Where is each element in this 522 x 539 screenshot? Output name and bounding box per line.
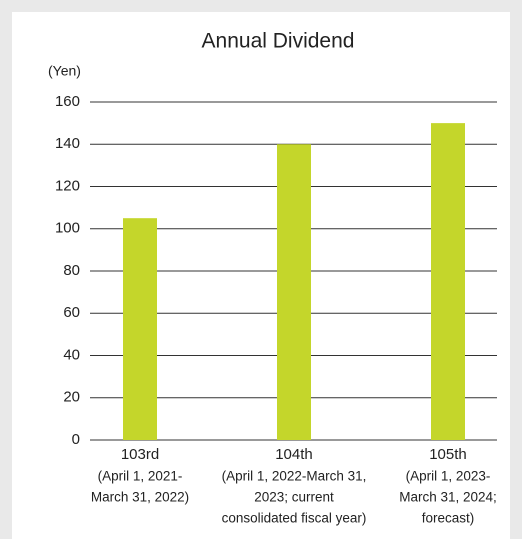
chart-title: Annual Dividend [202, 30, 355, 53]
y-tick-label: 140 [55, 135, 80, 152]
x-tick-detail: 2023; current [254, 490, 334, 505]
panel [12, 12, 510, 539]
x-tick-detail: consolidated fiscal year) [222, 511, 367, 526]
bar [431, 123, 465, 440]
x-tick-detail: forecast) [422, 511, 475, 526]
x-tick-label: 104th [275, 446, 313, 463]
y-tick-label: 160 [55, 93, 80, 110]
y-tick-label: 20 [63, 389, 80, 406]
y-tick-label: 120 [55, 177, 80, 194]
y-tick-label: 0 [72, 431, 80, 448]
bar [277, 144, 311, 440]
y-axis-label: (Yen) [48, 63, 81, 79]
x-tick-detail: March 31, 2022) [91, 490, 189, 505]
y-tick-label: 100 [55, 220, 80, 237]
x-tick-detail: March 31, 2024; [399, 490, 497, 505]
x-tick-detail: (April 1, 2023- [406, 469, 491, 484]
y-tick-label: 40 [63, 346, 80, 363]
y-tick-label: 80 [63, 262, 80, 279]
bar [123, 218, 157, 440]
x-tick-detail: (April 1, 2022-March 31, [222, 469, 367, 484]
x-tick-detail: (April 1, 2021- [98, 469, 183, 484]
x-tick-label: 103rd [121, 446, 159, 463]
x-tick-label: 105th [429, 446, 467, 463]
y-tick-label: 60 [63, 304, 80, 321]
